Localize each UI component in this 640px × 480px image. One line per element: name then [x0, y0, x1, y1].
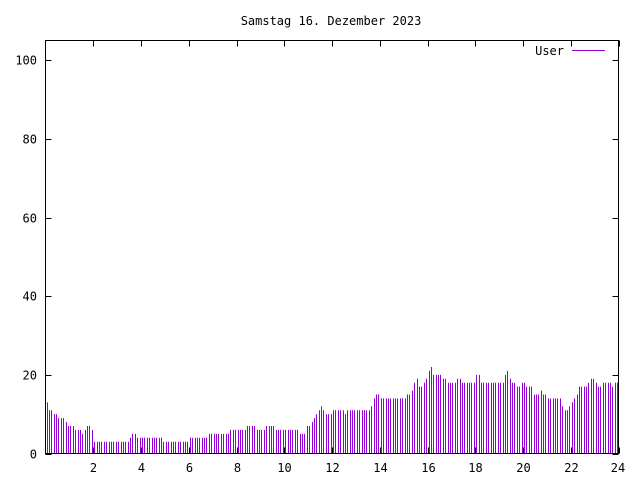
x-tick-label: 24 [611, 461, 625, 475]
y-tick-label: 100 [15, 54, 37, 68]
y-tick-label: 60 [23, 212, 37, 226]
y-tick-label: 20 [23, 369, 37, 383]
x-tick-label: 4 [138, 461, 145, 475]
x-tick-label: 12 [325, 461, 339, 475]
x-tick-label: 6 [186, 461, 193, 475]
x-tick-label: 22 [564, 461, 578, 475]
y-tick-label: 40 [23, 290, 37, 304]
legend-label: User [535, 44, 564, 58]
x-tick-label: 18 [468, 461, 482, 475]
y-tick-label: 80 [23, 133, 37, 147]
x-tick-label: 16 [421, 461, 435, 475]
x-tick-label: 14 [373, 461, 387, 475]
x-tick-label: 8 [234, 461, 241, 475]
x-tick-label: 2 [90, 461, 97, 475]
bars [47, 366, 618, 454]
y-axis-ticks: 0 20 40 60 80 100 [15, 54, 619, 462]
x-tick-label: 10 [277, 461, 291, 475]
legend: User [535, 44, 605, 58]
y-tick-label: 0 [30, 448, 37, 462]
x-axis-ticks: 2 4 6 8 10 12 14 16 18 20 22 24 [90, 40, 625, 475]
x-tick-label: 20 [516, 461, 530, 475]
chart-title: Samstag 16. Dezember 2023 [241, 14, 422, 28]
plot-frame [45, 40, 619, 454]
